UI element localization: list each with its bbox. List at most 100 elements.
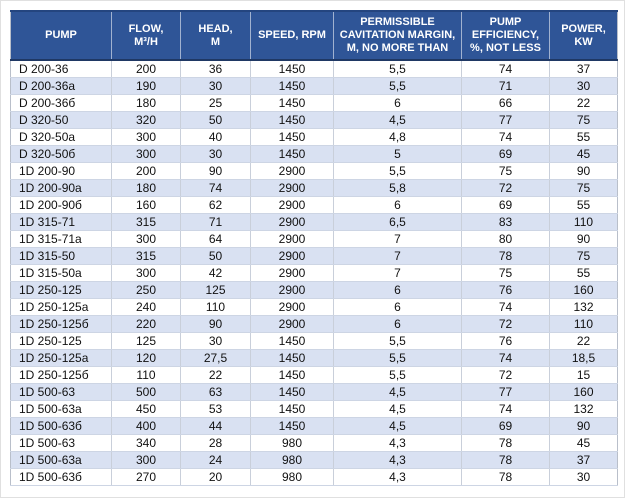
value-cell: 69: [461, 196, 550, 214]
value-cell: 66: [461, 94, 550, 112]
pump-name-cell: 1D 250-125б: [10, 366, 112, 384]
value-cell: 4,8: [333, 128, 462, 146]
table-row: D 320-50 320 50 1450 4,5 77 75: [10, 111, 618, 129]
value-cell: 6: [333, 315, 462, 333]
value-cell: 74: [180, 179, 251, 197]
value-cell: 1450: [250, 128, 334, 146]
value-cell: 55: [549, 128, 618, 146]
value-cell: 6,5: [333, 213, 462, 231]
value-cell: 4,3: [333, 451, 462, 469]
table-row: 1D 250-125a 120 27,5 1450 5,5 74 18,5: [10, 349, 618, 367]
pump-name-cell: D 200-36a: [10, 77, 112, 95]
value-cell: 270: [111, 468, 181, 486]
value-cell: 55: [549, 264, 618, 282]
value-cell: 37: [549, 60, 618, 78]
pump-name-cell: 1D 315-71a: [10, 230, 112, 248]
value-cell: 30: [549, 468, 618, 486]
value-cell: 4,5: [333, 400, 462, 418]
value-cell: 74: [461, 298, 550, 316]
table-row: 1D 500-63 500 63 1450 4,5 77 160: [10, 383, 618, 401]
value-cell: 1450: [250, 145, 334, 163]
value-cell: 132: [549, 400, 618, 418]
value-cell: 5,5: [333, 162, 462, 180]
value-cell: 77: [461, 111, 550, 129]
value-cell: 78: [461, 434, 550, 452]
table-row: 1D 315-71 315 71 2900 6,5 83 110: [10, 213, 618, 231]
value-cell: 90: [549, 162, 618, 180]
value-cell: 4,5: [333, 417, 462, 435]
value-cell: 2900: [250, 179, 334, 197]
value-cell: 15: [549, 366, 618, 384]
value-cell: 45: [549, 145, 618, 163]
value-cell: 1450: [250, 366, 334, 384]
value-cell: 5,5: [333, 349, 462, 367]
value-cell: 1450: [250, 349, 334, 367]
value-cell: 300: [111, 128, 181, 146]
pump-name-cell: 1D 315-50: [10, 247, 112, 265]
value-cell: 25: [180, 94, 251, 112]
value-cell: 74: [461, 60, 550, 78]
value-cell: 240: [111, 298, 181, 316]
table-row: 1D 500-63a 300 24 980 4,3 78 37: [10, 451, 618, 469]
table-row: D 200-36б 180 25 1450 6 66 22: [10, 94, 618, 112]
value-cell: 160: [549, 281, 618, 299]
value-cell: 30: [180, 77, 251, 95]
table-header: PUMP FLOW, M³/H HEAD, M SPEED, RPM PERMI…: [10, 10, 618, 61]
pump-specs-table: PUMP FLOW, M³/H HEAD, M SPEED, RPM PERMI…: [10, 10, 618, 486]
pump-name-cell: 1D 500-63a: [10, 400, 112, 418]
value-cell: 22: [180, 366, 251, 384]
value-cell: 76: [461, 281, 550, 299]
value-cell: 77: [461, 383, 550, 401]
value-cell: 1450: [250, 417, 334, 435]
table-row: 1D 500-63a 450 53 1450 4,5 74 132: [10, 400, 618, 418]
value-cell: 78: [461, 247, 550, 265]
value-cell: 6: [333, 94, 462, 112]
value-cell: 1450: [250, 383, 334, 401]
table-row: 1D 315-71a 300 64 2900 7 80 90: [10, 230, 618, 248]
value-cell: 110: [180, 298, 251, 316]
table-row: D 320-50a 300 40 1450 4,8 74 55: [10, 128, 618, 146]
column-header-head: HEAD, M: [180, 10, 251, 61]
value-cell: 300: [111, 451, 181, 469]
value-cell: 7: [333, 230, 462, 248]
value-cell: 44: [180, 417, 251, 435]
table-row: 1D 200-90a 180 74 2900 5,8 72 75: [10, 179, 618, 197]
value-cell: 500: [111, 383, 181, 401]
value-cell: 45: [549, 434, 618, 452]
column-header-speed: SPEED, RPM: [250, 10, 334, 61]
pump-name-cell: 1D 500-63: [10, 434, 112, 452]
pump-name-cell: 1D 200-90a: [10, 179, 112, 197]
pump-name-cell: D 320-50a: [10, 128, 112, 146]
value-cell: 75: [461, 264, 550, 282]
value-cell: 315: [111, 247, 181, 265]
table-row: D 200-36a 190 30 1450 5,5 71 30: [10, 77, 618, 95]
value-cell: 5,5: [333, 332, 462, 350]
value-cell: 1450: [250, 111, 334, 129]
value-cell: 69: [461, 417, 550, 435]
value-cell: 28: [180, 434, 251, 452]
value-cell: 36: [180, 60, 251, 78]
value-cell: 75: [461, 162, 550, 180]
value-cell: 71: [461, 77, 550, 95]
value-cell: 20: [180, 468, 251, 486]
value-cell: 50: [180, 247, 251, 265]
value-cell: 340: [111, 434, 181, 452]
value-cell: 6: [333, 298, 462, 316]
value-cell: 74: [461, 349, 550, 367]
value-cell: 5,8: [333, 179, 462, 197]
value-cell: 64: [180, 230, 251, 248]
value-cell: 1450: [250, 60, 334, 78]
value-cell: 2900: [250, 247, 334, 265]
value-cell: 90: [549, 230, 618, 248]
value-cell: 80: [461, 230, 550, 248]
pump-name-cell: 1D 250-125б: [10, 315, 112, 333]
table-row: 1D 250-125 250 125 2900 6 76 160: [10, 281, 618, 299]
value-cell: 5,5: [333, 60, 462, 78]
pump-name-cell: 1D 250-125: [10, 281, 112, 299]
value-cell: 120: [111, 349, 181, 367]
value-cell: 83: [461, 213, 550, 231]
table-row: 1D 200-90 200 90 2900 5,5 75 90: [10, 162, 618, 180]
value-cell: 200: [111, 60, 181, 78]
value-cell: 72: [461, 315, 550, 333]
value-cell: 300: [111, 264, 181, 282]
